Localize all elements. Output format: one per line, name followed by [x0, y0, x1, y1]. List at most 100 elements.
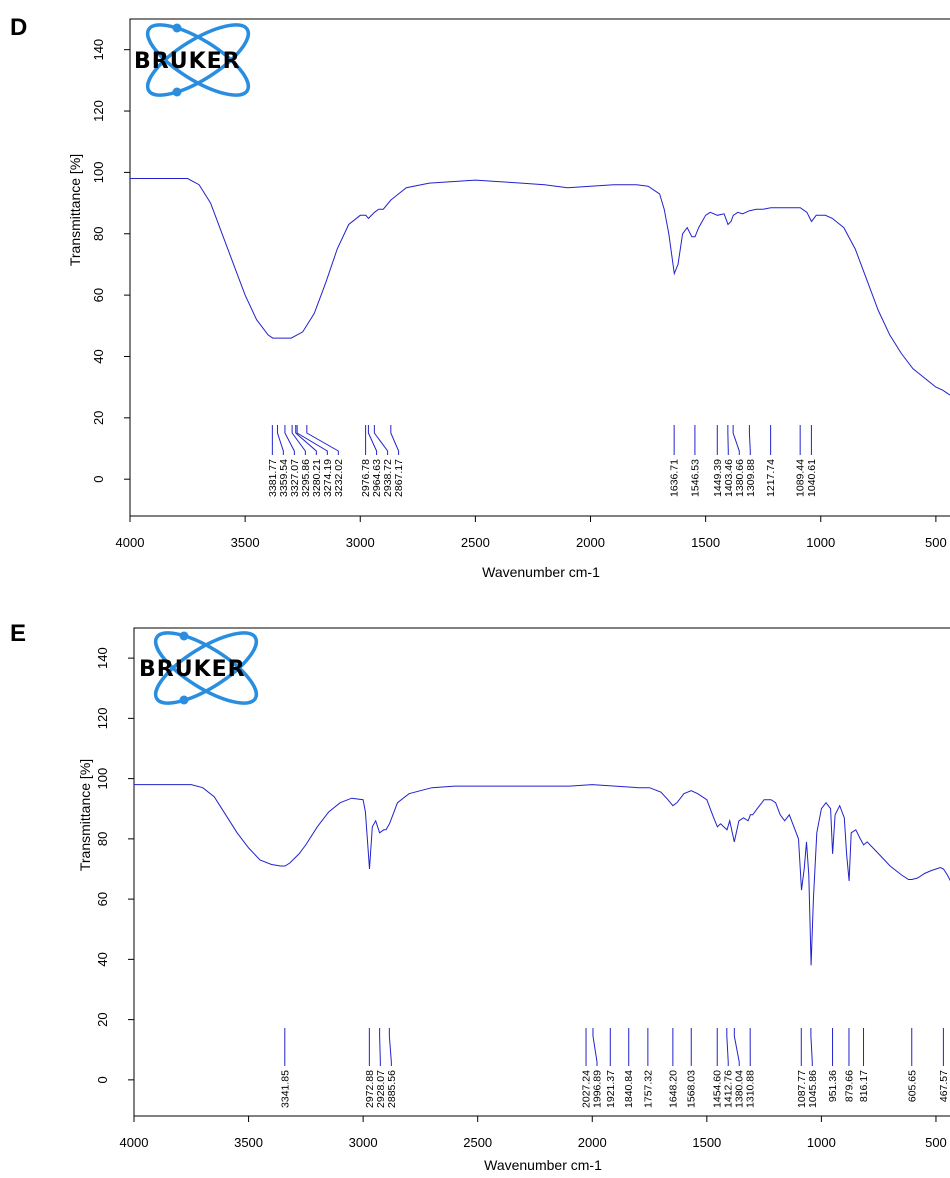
x-tick-label: 1500 [691, 535, 720, 550]
x-tick-label: 2000 [578, 1135, 607, 1150]
panel-d: D BRUKER Transmittance [%] Wavenumber cm… [10, 14, 950, 580]
x-axis: 4000 3500 3000 2500 2000 1500 1000 500 [116, 516, 947, 550]
peak-label: 2972.88 [364, 1070, 376, 1108]
bruker-logo: BRUKER [134, 23, 251, 97]
y-tick-label: 60 [95, 892, 110, 906]
x-tick-label: 3500 [231, 535, 260, 550]
x-axis: 4000 3500 3000 2500 2000 1500 1000 500 [120, 1116, 947, 1150]
x-tick-label: 2500 [461, 535, 490, 550]
x-tick-label: 4000 [120, 1135, 149, 1150]
peak-marker [295, 425, 317, 455]
atom-dot-icon [179, 695, 189, 705]
peak-marker [733, 1028, 740, 1066]
atom-dot-icon [179, 631, 189, 641]
y-tick-label: 100 [95, 768, 110, 790]
peak-marker [748, 425, 751, 455]
peak-label: 1310.88 [745, 1070, 757, 1108]
peak-label: 1546.53 [689, 459, 701, 497]
peak-label: 1403.46 [723, 459, 735, 497]
x-tick-label: 2500 [463, 1135, 492, 1150]
y-tick-label: 60 [91, 288, 106, 302]
peak-label: 1087.77 [796, 1070, 808, 1108]
peak-marker [810, 1028, 813, 1066]
peak-label: 1045.86 [807, 1070, 819, 1108]
peak-label: 1217.74 [765, 459, 777, 497]
peak-label: 2027.24 [581, 1070, 593, 1108]
x-tick-label: 3000 [349, 1135, 378, 1150]
x-tick-label: 2000 [576, 535, 605, 550]
y-tick-label: 140 [91, 39, 106, 61]
y-tick-label: 120 [91, 100, 106, 122]
peak-label: 2885.56 [386, 1070, 398, 1108]
peak-marker [276, 425, 284, 455]
y-axis-label: Transmittance [%] [77, 759, 93, 871]
peak-label: 467.57 [938, 1070, 950, 1102]
peak-marker [390, 425, 400, 455]
atom-icon [153, 631, 259, 705]
spectrum-line [134, 784, 950, 966]
peak-label: 1449.39 [712, 459, 724, 497]
peak-marker [367, 425, 378, 455]
plot-frame [133, 627, 950, 1117]
peak-label: 3280.21 [311, 459, 323, 497]
y-tick-label: 40 [95, 952, 110, 966]
y-tick-label: 40 [91, 349, 106, 363]
x-tick-label: 500 [925, 1135, 947, 1150]
y-tick-label: 0 [91, 476, 106, 483]
peak-label: 1636.71 [669, 459, 681, 497]
peak-label: 1757.32 [642, 1070, 654, 1108]
peak-label: 1996.89 [592, 1070, 604, 1108]
y-tick-label: 80 [91, 227, 106, 241]
x-tick-label: 3500 [234, 1135, 263, 1150]
peak-label: 1921.37 [605, 1070, 617, 1108]
x-tick-label: 3000 [346, 535, 375, 550]
peak-label: 1568.03 [686, 1070, 698, 1108]
peak-label: 2964.63 [371, 459, 383, 497]
x-tick-label: 1500 [692, 1135, 721, 1150]
atom-dot-icon [172, 23, 182, 33]
peak-label: 3381.77 [267, 459, 279, 497]
peak-label: 605.65 [906, 1070, 918, 1102]
peak-marker [306, 425, 339, 455]
peak-marker [592, 1028, 598, 1066]
x-tick-label: 1000 [807, 1135, 836, 1150]
peak-label: 2938.72 [382, 459, 394, 497]
panel-e: E BRUKER Transmittance [%] Wavenumber cm… [10, 620, 950, 1173]
x-tick-label: 4000 [116, 535, 145, 550]
logo-text: BRUKER [134, 49, 241, 74]
peak-label: 3359.54 [278, 459, 290, 497]
y-tick-label: 20 [91, 411, 106, 425]
y-tick-label: 0 [95, 1076, 110, 1083]
peak-label: 2976.78 [360, 459, 372, 497]
y-tick-label: 140 [95, 647, 110, 669]
peak-marker [291, 425, 306, 455]
logo-text: BRUKER [139, 657, 246, 682]
peak-label: 1454.60 [712, 1070, 724, 1108]
peak-label: 879.66 [843, 1070, 855, 1102]
spectrum-line [130, 178, 950, 396]
peak-marker [373, 425, 389, 455]
peak-marker [284, 425, 295, 455]
y-tick-label: 120 [95, 708, 110, 730]
peak-annotations: 3341.85 2972.88 2928.07 2885.56 2027.24 1996.… [279, 1028, 950, 1108]
atom-dot-icon [172, 87, 182, 97]
panel-label: E [10, 620, 26, 647]
peak-marker [388, 1028, 392, 1066]
peak-label: 3295.86 [300, 459, 312, 497]
peak-label: 1040.61 [806, 459, 818, 497]
peak-label: 3341.85 [279, 1070, 291, 1108]
y-tick-label: 100 [91, 162, 106, 184]
panel-label: D [10, 14, 27, 41]
peak-label: 951.36 [827, 1070, 839, 1102]
peak-label: 3232.02 [333, 459, 345, 497]
y-axis: 0 20 40 60 80 100 120 140 [95, 647, 134, 1083]
plot-frame [129, 18, 950, 517]
y-axis: 0 20 40 60 80 100 120 140 [91, 39, 130, 483]
peak-label: 816.17 [858, 1070, 870, 1102]
x-tick-label: 500 [925, 535, 947, 550]
peak-label: 2867.17 [393, 459, 405, 497]
peak-label: 2928.07 [375, 1070, 387, 1108]
peak-label: 1380.04 [734, 1070, 746, 1108]
peak-label: 3274.19 [322, 459, 334, 497]
peak-label: 1412.76 [723, 1070, 735, 1108]
